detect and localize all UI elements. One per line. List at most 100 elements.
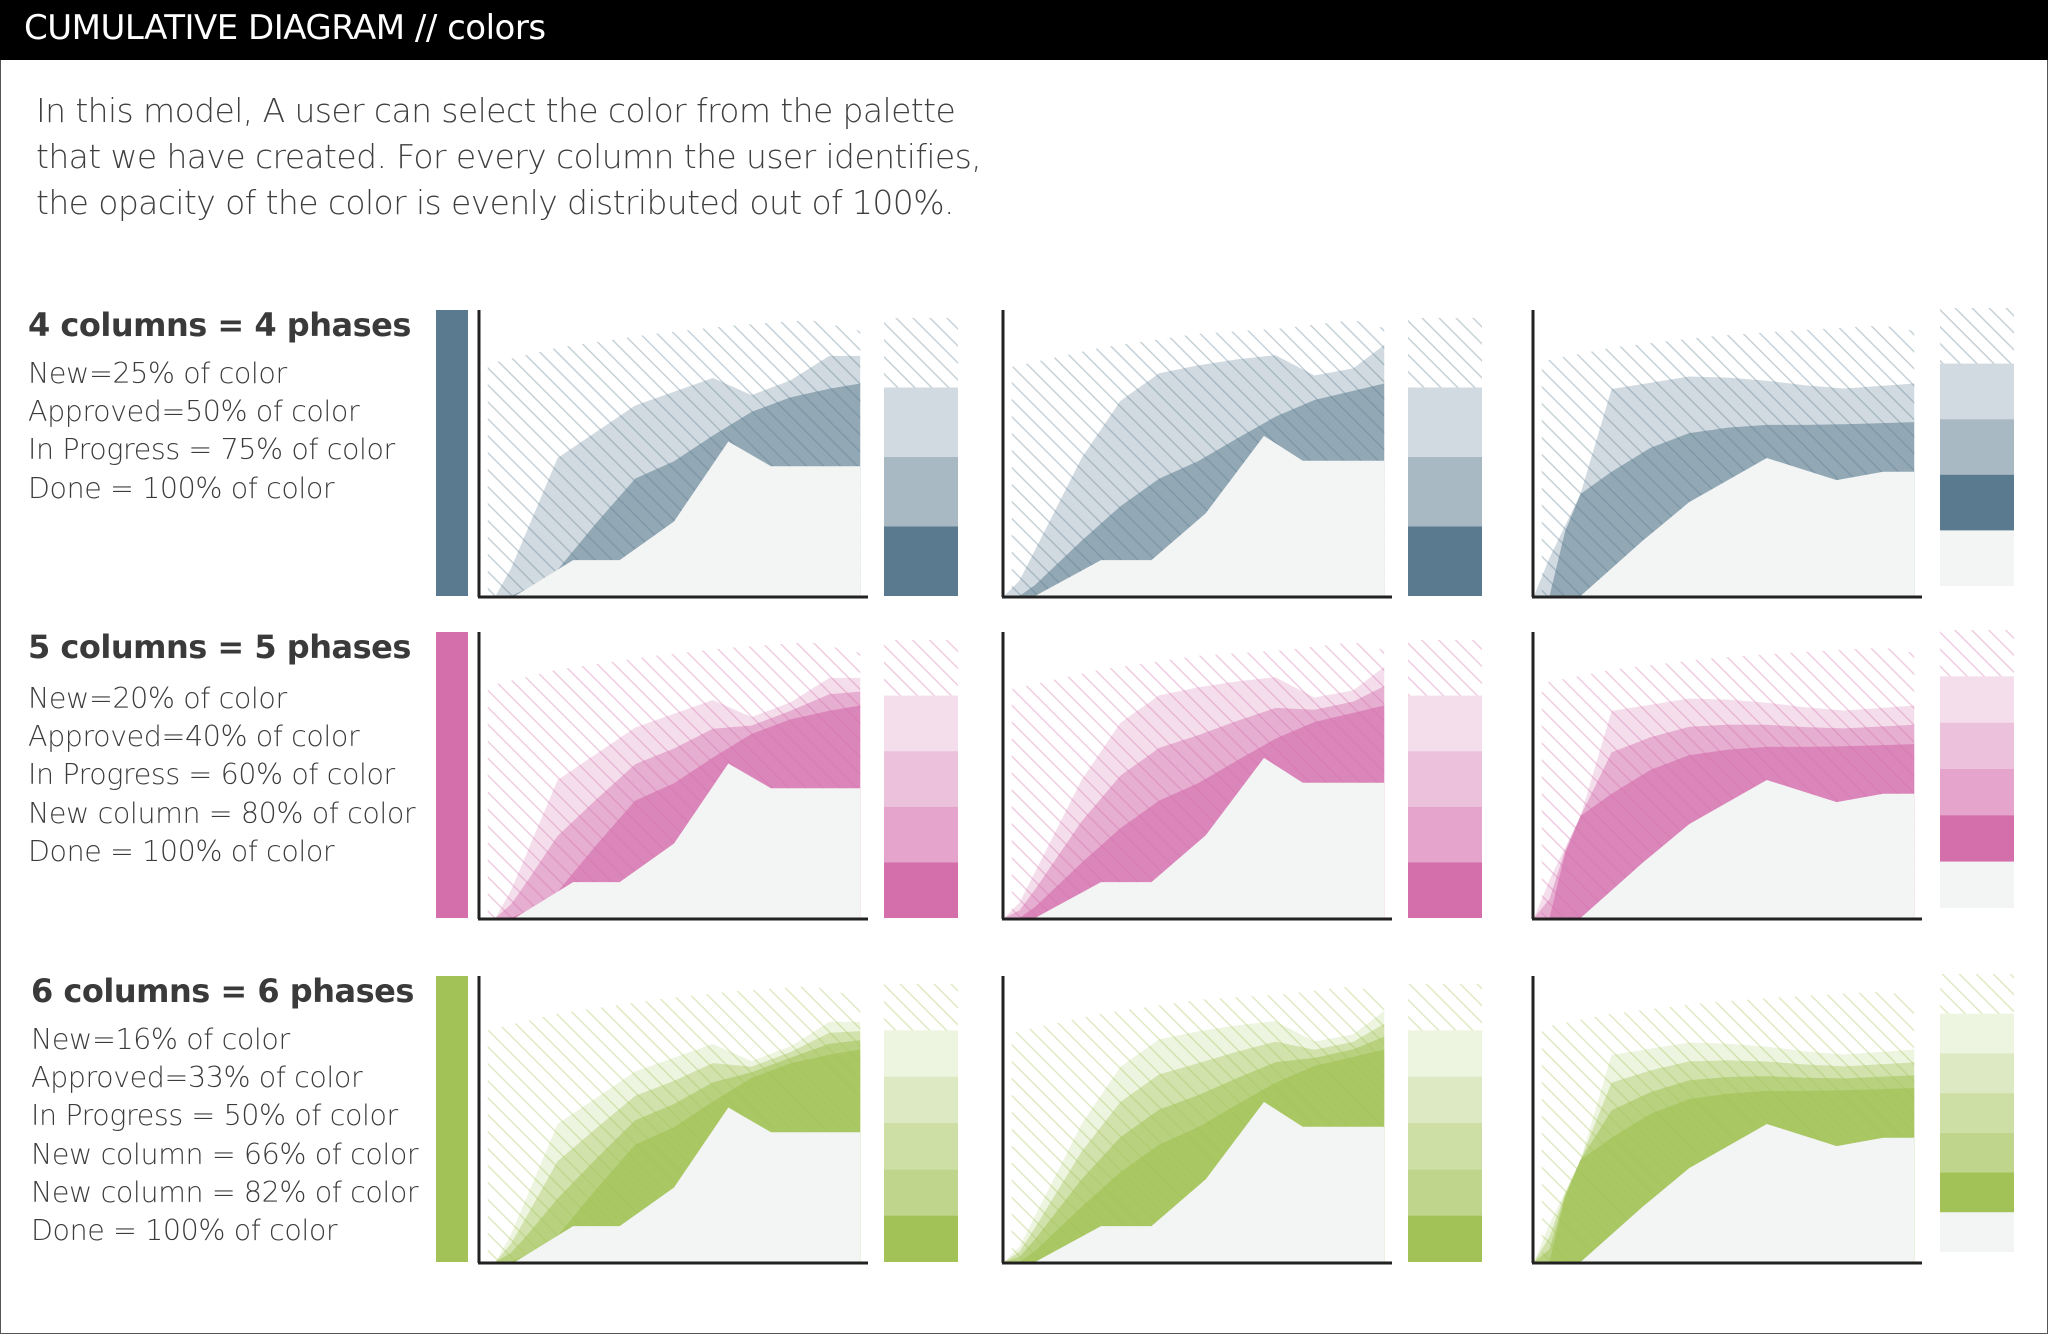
legend-item: New column = 66% of color: [31, 1137, 419, 1171]
phase-swatch-column: [884, 984, 958, 1262]
legend-item: Done = 100% of color: [28, 834, 335, 868]
group-title-6-phases: 6 columns = 6 phases: [31, 972, 414, 1010]
done-area: [1580, 1124, 1915, 1262]
phase-swatch-column: [884, 318, 958, 596]
swatch-phase-4: [884, 1123, 958, 1170]
swatch-phase-3: [884, 457, 958, 527]
swatch-phase-2: [1940, 1013, 2014, 1054]
done-area: [514, 763, 861, 918]
cumulative-flow-chart: [477, 310, 868, 599]
done-area: [1035, 757, 1385, 918]
swatch-done: [1940, 1172, 2014, 1213]
swatch-phase-4: [1408, 1123, 1482, 1170]
cumulative-flow-chart: [1001, 310, 1392, 599]
swatch-new: [1408, 984, 1482, 1031]
swatch-phase-2: [1408, 1030, 1482, 1077]
done-area: [514, 441, 861, 596]
swatch-new: [1940, 630, 2014, 677]
legend-item: In Progress = 75% of color: [28, 433, 395, 467]
done-area: [1035, 435, 1385, 596]
swatch-phase-2: [1408, 695, 1482, 752]
swatch-done: [884, 1215, 958, 1262]
swatch-done: [1408, 526, 1482, 596]
cumulative-flow-chart: [1531, 976, 1922, 1265]
done-area: [1580, 780, 1915, 918]
phase-swatch-column: [1408, 640, 1482, 918]
group-title-5-phases: 5 columns = 5 phases: [28, 628, 411, 666]
swatch-new: [1940, 308, 2014, 364]
swatch-done: [1940, 474, 2014, 531]
legend-item: Done = 100% of color: [28, 471, 335, 505]
phase-swatch-column: [1408, 984, 1482, 1262]
swatch-done-area: [1940, 861, 2014, 908]
phase-swatch-column: [1940, 308, 2014, 586]
legend-item: New=20% of color: [28, 682, 287, 715]
swatch-new: [1408, 318, 1482, 388]
page-title: CUMULATIVE DIAGRAM // colors: [24, 8, 546, 48]
color-swatch-bar: [436, 976, 468, 1262]
legend-item: New column = 82% of color: [31, 1175, 419, 1209]
swatch-done-area: [1940, 530, 2014, 586]
intro-line: In this model, A user can select the col…: [36, 91, 956, 130]
phase-swatch-column: [1408, 318, 1482, 596]
cumulative-flow-chart: [1531, 632, 1922, 921]
swatch-phase-3: [884, 1076, 958, 1123]
swatch-new: [1408, 640, 1482, 696]
swatch-phase-2: [1940, 363, 2014, 420]
group-title-4-phases: 4 columns = 4 phases: [28, 306, 411, 344]
done-area: [1580, 458, 1915, 596]
swatch-phase-3: [1940, 419, 2014, 475]
intro-text: In this model, A user can select the col…: [36, 88, 1136, 226]
swatch-phase-3: [1940, 722, 2014, 769]
swatch-phase-2: [1940, 676, 2014, 723]
cumulative-flow-chart: [477, 976, 868, 1265]
swatch-phase-2: [884, 1030, 958, 1077]
legend-item: In Progress = 60% of color: [28, 758, 395, 792]
swatch-phase-2: [1408, 387, 1482, 457]
swatch-phase-3: [1408, 751, 1482, 807]
swatch-new: [884, 640, 958, 696]
swatch-phase-3: [1408, 1076, 1482, 1123]
legend-item: Approved=33% of color: [31, 1061, 363, 1095]
color-swatch-bar: [436, 310, 468, 596]
intro-line: the opacity of the color is evenly distr…: [36, 183, 954, 222]
swatch-phase-5: [884, 1169, 958, 1216]
swatch-new: [884, 984, 958, 1031]
swatch-new: [884, 318, 958, 388]
swatch-phase-3: [884, 751, 958, 807]
legend-list-6-phases: New=16% of color Approved=33% of color I…: [31, 1021, 419, 1250]
intro-line: that we have created. For every column t…: [36, 137, 982, 176]
swatch-done: [1408, 862, 1482, 918]
swatch-phase-3: [1940, 1053, 2014, 1094]
legend-list-5-phases: New=20% of color Approved=40% of color I…: [28, 680, 416, 871]
cumulative-flow-chart: [1001, 976, 1392, 1265]
swatch-phase-5: [1408, 1169, 1482, 1216]
swatch-done: [884, 862, 958, 918]
cumulative-flow-chart: [1001, 632, 1392, 921]
legend-item: New=16% of color: [31, 1023, 290, 1056]
swatch-phase-4: [1408, 806, 1482, 863]
swatch-phase-5: [1940, 1132, 2014, 1173]
legend-item: Approved=50% of color: [28, 395, 360, 429]
color-swatch-bar: [436, 632, 468, 918]
legend-item: Approved=40% of color: [28, 720, 360, 754]
legend-item: Done = 100% of color: [31, 1214, 338, 1248]
done-area: [514, 1107, 861, 1262]
swatch-phase-2: [884, 695, 958, 752]
legend-item: In Progress = 50% of color: [31, 1099, 398, 1133]
done-area: [1035, 1101, 1385, 1262]
phase-swatch-column: [1940, 974, 2014, 1252]
phase-swatch-column: [1940, 630, 2014, 908]
swatch-phase-4: [1940, 769, 2014, 816]
legend-list-4-phases: New=25% of color Approved=50% of color I…: [28, 355, 395, 508]
swatch-phase-4: [1940, 1093, 2014, 1133]
swatch-done: [1408, 1215, 1482, 1262]
swatch-phase-2: [884, 387, 958, 457]
cumulative-flow-chart: [1531, 310, 1922, 599]
cumulative-flow-chart: [477, 632, 868, 921]
phase-swatch-column: [884, 640, 958, 918]
swatch-phase-3: [1408, 457, 1482, 527]
swatch-new: [1940, 974, 2014, 1014]
swatch-done-area: [1940, 1212, 2014, 1252]
